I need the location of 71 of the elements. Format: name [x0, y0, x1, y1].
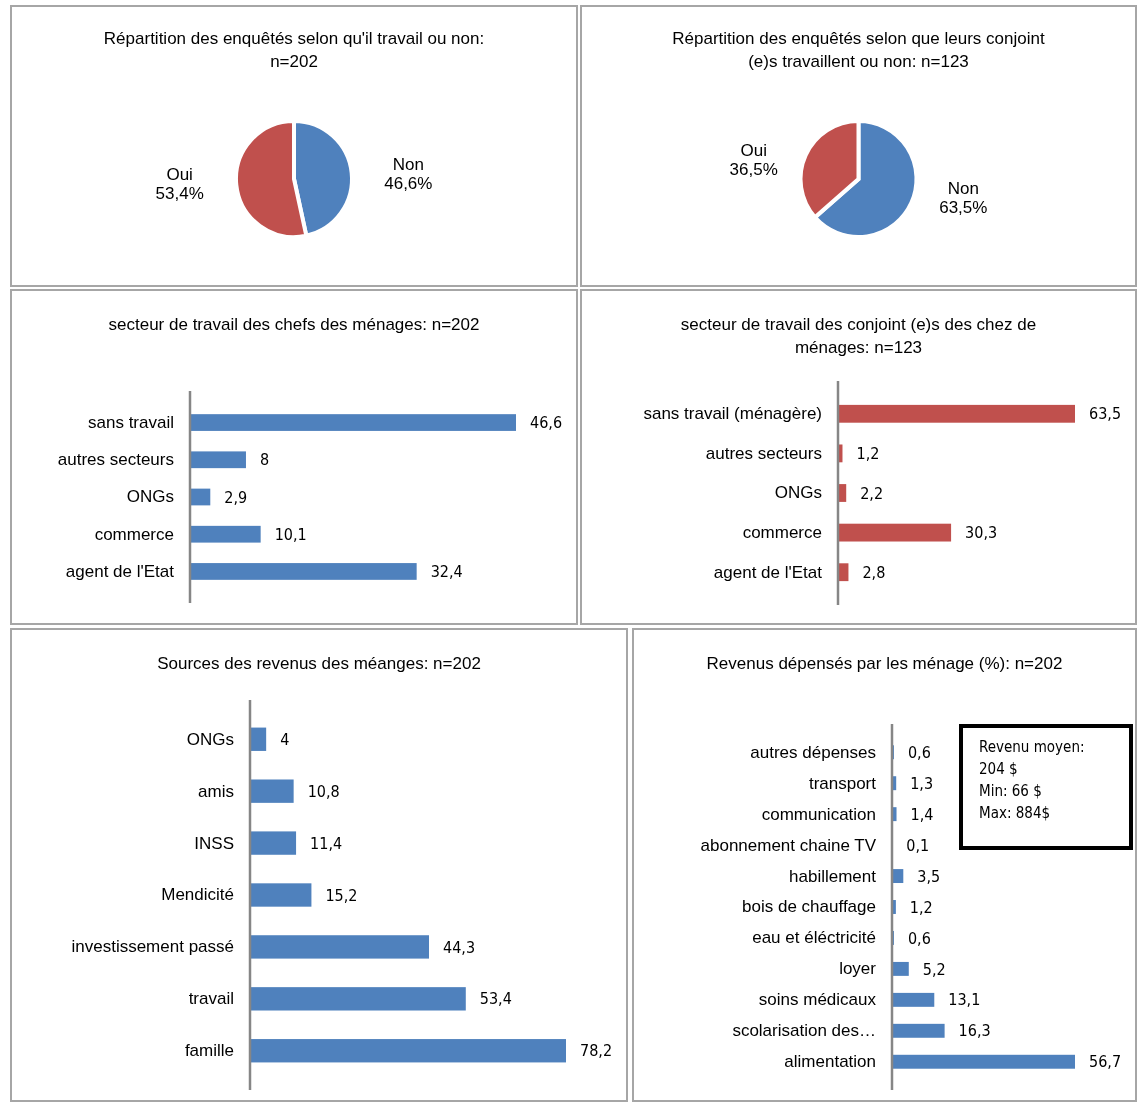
chart-title: secteur de travail des chefs des ménages: n=202: [107, 314, 481, 336]
y-tick-label: agent de l'Etat: [713, 562, 823, 582]
data-label: 2,2: [860, 483, 884, 503]
y-tick-label: investissement passé: [71, 937, 234, 957]
y-tick-label: commerce: [94, 524, 174, 544]
data-label: 0,1: [906, 835, 930, 855]
data-label: 53,4%: [155, 183, 204, 203]
y-tick-label: sans travail (ménagère): [643, 404, 822, 424]
data-label: 63,5: [1089, 404, 1122, 424]
data-label: 46,6%: [384, 174, 433, 194]
data-label: 3,5: [917, 866, 941, 886]
y-tick-label: commerce: [742, 523, 822, 543]
data-label: 8: [259, 450, 270, 470]
chart-title: Répartition des enquêtés selon qu'il travail ou non: n=202: [102, 28, 486, 73]
y-tick-label: agent de l'Etat: [65, 561, 175, 581]
y-tick-label: ONGs: [126, 487, 174, 507]
slice-label: Oui: [166, 164, 193, 184]
data-label: 0,6: [907, 928, 931, 948]
data-label: 10,8: [307, 781, 340, 801]
chart-title: Répartition des enquêtés selon que leurs conjoint (e)s travaillent ou non: n=123: [671, 28, 1046, 73]
data-label: 63,5%: [939, 197, 988, 217]
data-label: 2,9: [224, 487, 248, 507]
y-tick-label: soins médicaux: [758, 990, 877, 1010]
y-tick-label: autres secteurs: [57, 450, 174, 470]
data-label: 36,5%: [729, 160, 778, 180]
y-tick-label: autres secteurs: [705, 443, 822, 463]
data-label: 1,4: [910, 804, 934, 824]
slice-label: Non: [392, 155, 424, 175]
data-label: 78,2: [580, 1041, 613, 1061]
data-label: 46,6: [530, 413, 563, 433]
data-label: 53,4: [479, 989, 512, 1009]
data-label: 30,3: [965, 523, 998, 543]
y-tick-label: amis: [198, 781, 234, 801]
data-label: 56,7: [1089, 1052, 1122, 1072]
data-label: 2,8: [862, 562, 886, 582]
y-tick-label: loyer: [839, 959, 877, 979]
data-label: 32,4: [430, 562, 463, 582]
data-label: 1,2: [856, 444, 880, 463]
y-tick-label: communication: [761, 804, 876, 824]
y-tick-label: ONGs: [186, 729, 234, 749]
data-label: 10,1: [274, 524, 307, 544]
data-label: 44,3: [443, 937, 476, 957]
chart-title: Sources des revenus des méanges: n=202: [156, 653, 482, 675]
data-label: 15,2: [325, 885, 358, 905]
slice-label: Non: [947, 178, 979, 198]
data-label: 13,1: [948, 990, 981, 1010]
y-tick-label: alimentation: [784, 1052, 876, 1072]
y-tick-label: sans travail: [88, 412, 174, 432]
data-label: 1,2: [909, 897, 933, 917]
y-tick-label: INSS: [194, 833, 234, 853]
y-tick-label: ONGs: [774, 483, 822, 503]
y-tick-label: abonnement chaine TV: [700, 835, 877, 855]
annotation: Revenu moyen: 204 $ Min: 66 $ Max: 884$: [979, 738, 1085, 822]
y-tick-label: eau et éléctricité: [752, 928, 876, 948]
y-tick-label: bois de chauffage: [742, 897, 876, 917]
data-label: 11,4: [310, 833, 343, 853]
y-tick-label: travail: [188, 989, 234, 1009]
chart-title: secteur de travail des conjoint (e)s des chez de ménages: n=123: [679, 314, 1038, 359]
y-tick-label: habillement: [789, 866, 877, 886]
y-tick-label: Mendicité: [161, 885, 234, 905]
slice-label: Oui: [740, 141, 767, 161]
y-tick-label: famille: [184, 1041, 234, 1061]
data-label: 16,3: [958, 1021, 991, 1041]
y-tick-label: scolarisation des…: [732, 1021, 876, 1041]
data-label: 1,3: [910, 773, 934, 793]
y-tick-label: autres dépenses: [750, 742, 876, 762]
chart-title: Revenus dépensés par les ménage (%): n=202: [705, 653, 1064, 675]
data-label: 0,6: [907, 742, 931, 762]
y-tick-label: transport: [808, 773, 877, 793]
data-label: 5,2: [922, 959, 946, 979]
data-label: 4: [280, 729, 290, 749]
